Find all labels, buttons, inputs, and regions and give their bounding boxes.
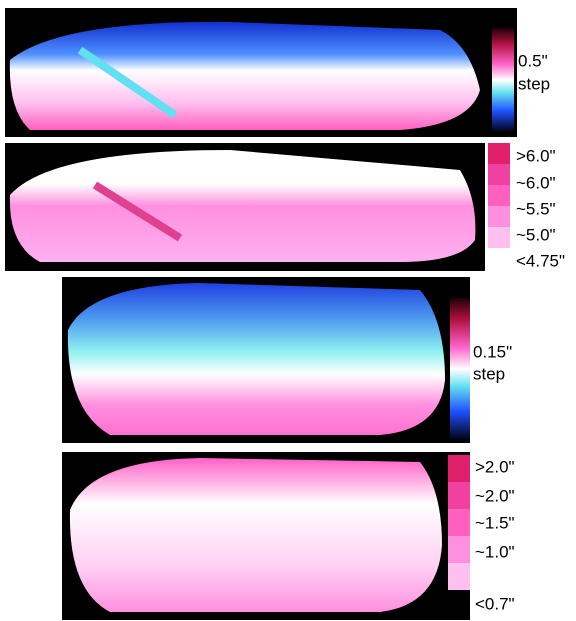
colorbar-step (448, 536, 470, 563)
colorbar-step (488, 227, 510, 248)
colorbar-step (488, 143, 510, 164)
legend-label: ~2.0" (475, 486, 515, 505)
legend-label: <0.7" (475, 594, 515, 613)
legend-label: >6.0" (516, 146, 556, 165)
legend-label: <4.75" (516, 251, 565, 270)
legend-label: ~1.0" (475, 542, 515, 561)
image (9, 150, 476, 262)
legend-label: ~1.5" (475, 513, 515, 532)
streak (77, 46, 178, 119)
image (69, 458, 442, 612)
legend-label: ~6.0" (516, 173, 556, 192)
colorbar-step (448, 509, 470, 536)
colorbar-step (488, 206, 510, 227)
colorbar (450, 298, 470, 440)
colorbar-step (448, 482, 470, 509)
image (67, 283, 446, 435)
panel-label: (d) (68, 595, 90, 615)
colorbar-step (448, 455, 470, 482)
colorbar-step (488, 185, 510, 206)
panel-label: (c) (66, 417, 87, 437)
legend-label: 0.15" (473, 342, 512, 361)
panel-label: (b) (10, 144, 32, 164)
streak (92, 181, 183, 242)
image (9, 21, 480, 130)
colorbar-step (488, 164, 510, 185)
legend-label: ~5.5" (516, 199, 556, 218)
colorbar-step (448, 563, 470, 590)
colorbar (492, 28, 514, 132)
legend-label: ~5.0" (516, 225, 556, 244)
legend-label: >2.0" (475, 457, 515, 476)
panel-label: (a) (10, 9, 32, 29)
legend-label: step (473, 364, 505, 383)
legend-label: step (518, 74, 550, 93)
legend-label: 0.5" (518, 51, 548, 70)
